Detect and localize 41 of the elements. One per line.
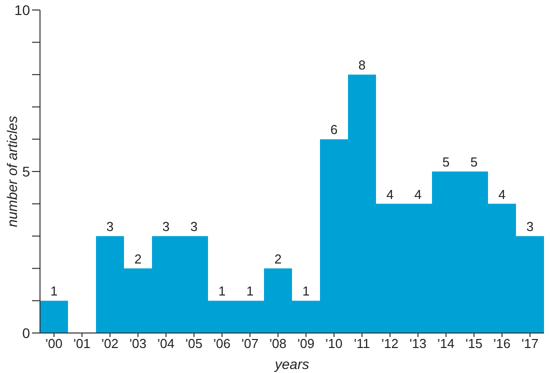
data-label: 2 [274,251,282,266]
data-label: 4 [498,186,506,202]
data-label: 5 [470,154,478,170]
data-label: 1 [246,284,254,299]
data-label: 2 [134,251,142,266]
y-tick-label: 10 [14,2,30,18]
y-axis-title: number of articles [4,116,20,228]
data-label: 4 [414,186,422,202]
x-tick-label: '09 [298,336,314,352]
data-label: 1 [218,284,226,299]
x-tick-label: '01 [74,336,90,352]
data-label: 6 [330,122,338,138]
x-tick-label: '02 [102,336,118,352]
data-label: 8 [358,58,366,73]
x-tick-label: '16 [494,336,510,352]
x-tick-label: '04 [158,336,174,352]
y-tick-label: 0 [22,324,30,341]
x-tick-label: '07 [242,336,258,352]
x-tick-label: '10 [326,336,342,352]
x-tick-label: '11 [354,336,370,352]
x-axis-title: years [274,356,310,372]
y-tick-label: 5 [22,163,30,180]
x-tick-label: '05 [186,336,202,352]
x-tick-label: '17 [522,336,538,352]
data-label: 1 [302,284,310,299]
data-label: 3 [106,219,114,234]
x-tick-label: '15 [466,336,482,352]
x-tick-label: '03 [130,336,146,352]
data-label: 3 [526,219,534,234]
x-tick-label: '12 [382,336,398,352]
data-label: 3 [162,219,170,234]
data-label: 5 [442,154,450,170]
x-tick-label: '08 [270,336,286,352]
data-label: 4 [386,186,394,202]
x-tick-label: '14 [438,336,454,352]
bar [40,300,68,333]
x-tick-label: '13 [410,336,426,352]
data-label: 3 [190,219,198,234]
x-tick-label: '06 [214,336,230,352]
x-tick-label: '00 [46,336,62,352]
data-label: 1 [50,284,58,299]
